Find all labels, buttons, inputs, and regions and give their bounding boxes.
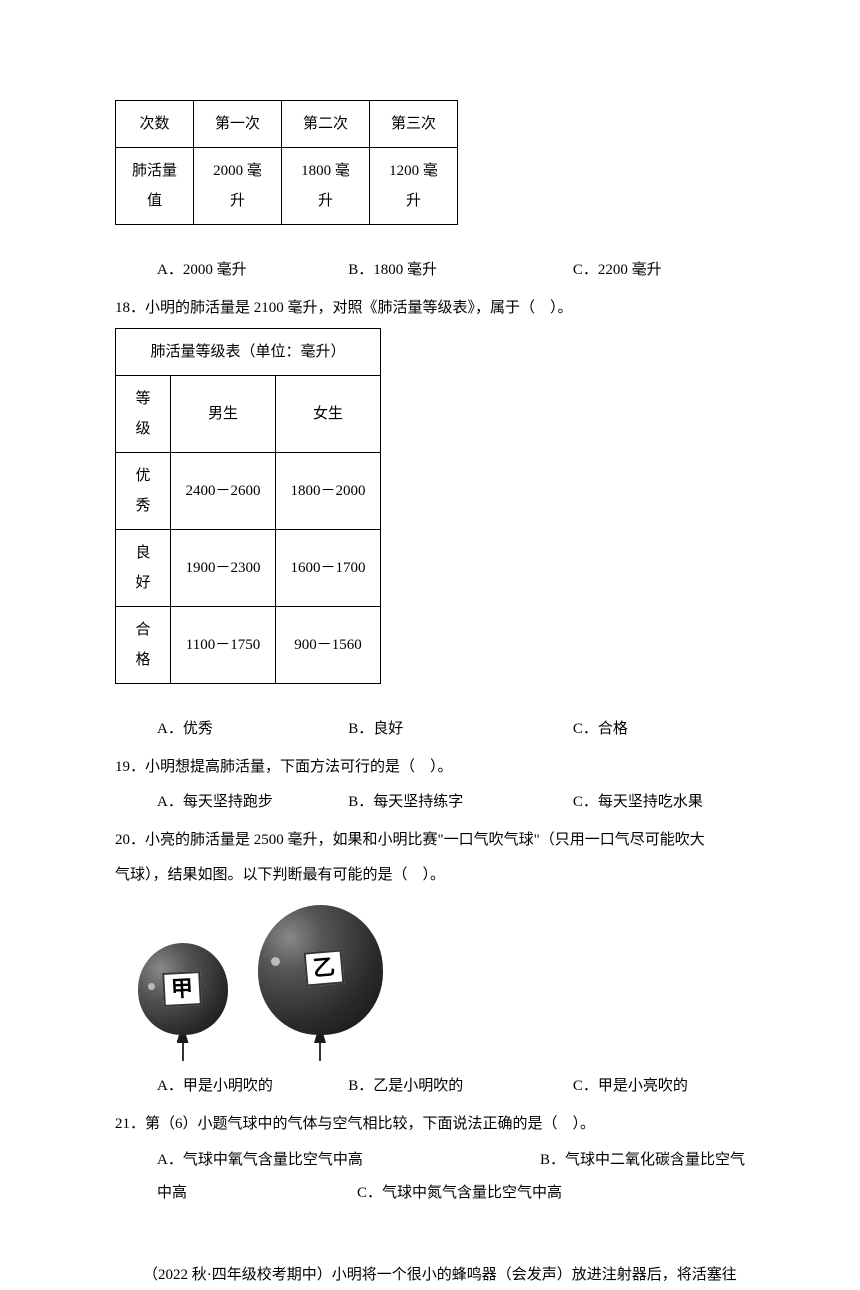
option-c: C．每天坚持吃水果 [573,787,745,817]
table-header: 女生 [276,376,381,453]
question-text-cont: 气球），结果如图。以下判断最有可能的是（ ）。 [115,860,745,890]
option-a: A．甲是小明吹的 [157,1071,348,1101]
question-21: 21．第（6）小题气球中的气体与空气相比较，下面说法正确的是（ ）。 A．气球中… [115,1109,745,1210]
table-row: 良好 1900－2300 1600－1700 [116,530,381,607]
question-text: 19．小明想提高肺活量，下面方法可行的是（ ）。 [115,752,745,782]
table-lung-measurements: 次数 第一次 第二次 第三次 肺活量值 2000 毫升 1800 毫升 1200… [115,100,458,225]
table-title: 肺活量等级表（单位：毫升） [116,329,381,376]
table-header: 第三次 [370,101,458,148]
footnote: （2022 秋·四年级校考期中）小明将一个很小的蜂鸣器（会发声）放进注射器后，将… [115,1260,745,1290]
question-text: 21．第（6）小题气球中的气体与空气相比较，下面说法正确的是（ ）。 [115,1109,745,1139]
option-a: A．优秀 [157,714,348,744]
balloon-string [319,1043,321,1061]
question-text: 18．小明的肺活量是 2100 毫升，对照《肺活量等级表》，属于（ ）。 [115,293,745,323]
table-cell: 1900－2300 [171,530,276,607]
balloon-knot [314,1035,326,1043]
option-c: C．合格 [573,714,745,744]
option-a: A．每天坚持跑步 [157,787,348,817]
table-cell: 肺活量值 [116,148,194,225]
option-b: B．乙是小明吹的 [348,1071,573,1101]
option-b: B．气球中二氧化碳含量比空气 [540,1144,745,1177]
table-header: 等级 [116,376,171,453]
option-b: B．每天坚持练字 [348,787,573,817]
table-row: 合格 1100－1750 900－1560 [116,607,381,684]
balloon-string [182,1043,184,1061]
table-cell: 1600－1700 [276,530,381,607]
option-b: B．良好 [348,714,573,744]
table-cell: 1800－2000 [276,453,381,530]
table-row: 次数 第一次 第二次 第三次 [116,101,458,148]
q19-options: A．每天坚持跑步 B．每天坚持练字 C．每天坚持吃水果 [115,787,745,817]
option-a: A．气球中氧气含量比空气中高 [157,1144,363,1177]
option-c: C．甲是小亮吹的 [573,1071,745,1101]
table-row: 肺活量值 2000 毫升 1800 毫升 1200 毫升 [116,148,458,225]
table-cell: 900－1560 [276,607,381,684]
option-b: B．1800 毫升 [348,255,573,285]
option-b-cont: 中高 [157,1177,357,1210]
option-a: A．2000 毫升 [157,255,348,285]
balloon-highlight [148,983,155,990]
q21-options: A．气球中氧气含量比空气中高 B．气球中二氧化碳含量比空气 中高 C．气球中氮气… [115,1144,745,1210]
question-20: 20．小亮的肺活量是 2500 毫升，如果和小明比赛"一口气吹气球"（只用一口气… [115,825,745,1101]
table-lung-level: 肺活量等级表（单位：毫升） 等级 男生 女生 优秀 2400－2600 1800… [115,328,381,684]
table-cell: 1200 毫升 [370,148,458,225]
q17-options: A．2000 毫升 B．1800 毫升 C．2200 毫升 [115,255,745,285]
table-row: 肺活量等级表（单位：毫升） [116,329,381,376]
table-row: 等级 男生 女生 [116,376,381,453]
balloon-label-small: 甲 [163,971,203,1007]
balloon-highlight [271,957,280,966]
question-18: 18．小明的肺活量是 2100 毫升，对照《肺活量等级表》，属于（ ）。 肺活量… [115,293,745,744]
q18-options: A．优秀 B．良好 C．合格 [115,714,745,744]
table-cell: 1800 毫升 [282,148,370,225]
q20-options: A．甲是小明吹的 B．乙是小明吹的 C．甲是小亮吹的 [115,1071,745,1101]
balloon-label-large: 乙 [304,949,345,986]
table-header: 次数 [116,101,194,148]
question-19: 19．小明想提高肺活量，下面方法可行的是（ ）。 A．每天坚持跑步 B．每天坚持… [115,752,745,817]
table-cell: 2000 毫升 [194,148,282,225]
balloon-small: 甲 [135,943,230,1061]
question-text: 20．小亮的肺活量是 2500 毫升，如果和小明比赛"一口气吹气球"（只用一口气… [115,825,745,855]
table-cell: 1100－1750 [171,607,276,684]
option-c: C．2200 毫升 [573,255,745,285]
option-c: C．气球中氮气含量比空气中高 [357,1177,562,1210]
table-cell: 2400－2600 [171,453,276,530]
balloon-knot [177,1035,189,1043]
table-cell: 合格 [116,607,171,684]
table-cell: 优秀 [116,453,171,530]
table-header: 男生 [171,376,276,453]
table-header: 第二次 [282,101,370,148]
table-header: 第一次 [194,101,282,148]
balloon-figure: 甲 乙 [115,905,745,1061]
table-row: 优秀 2400－2600 1800－2000 [116,453,381,530]
table-cell: 良好 [116,530,171,607]
balloon-large: 乙 [255,905,385,1061]
